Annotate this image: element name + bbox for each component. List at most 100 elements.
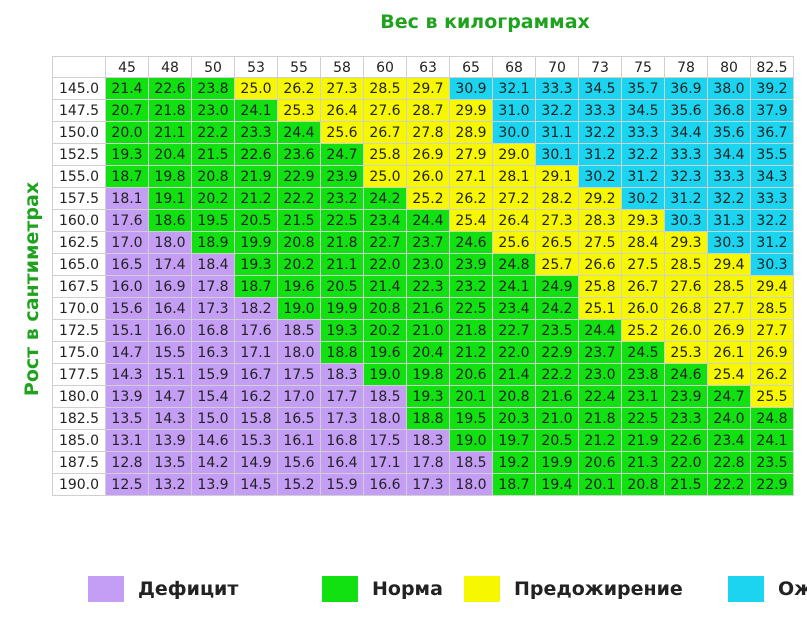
- bmi-cell: 15.9: [192, 364, 235, 386]
- bmi-cell: 16.9: [149, 276, 192, 298]
- height-header: 182.5: [52, 408, 106, 430]
- bmi-cell: 34.5: [579, 78, 622, 100]
- bmi-cell: 31.1: [536, 122, 579, 144]
- bmi-cell: 23.9: [321, 166, 364, 188]
- bmi-cell: 19.8: [149, 166, 192, 188]
- bmi-cell: 24.4: [278, 122, 321, 144]
- bmi-cell: 20.8: [192, 166, 235, 188]
- bmi-cell: 23.1: [622, 386, 665, 408]
- bmi-cell: 20.5: [536, 430, 579, 452]
- bmi-cell: 20.0: [106, 122, 149, 144]
- bmi-cell: 35.7: [622, 78, 665, 100]
- bmi-cell: 22.5: [450, 298, 493, 320]
- weight-header: 60: [364, 56, 407, 78]
- bmi-cell: 25.1: [579, 298, 622, 320]
- bmi-cell: 22.2: [192, 122, 235, 144]
- bmi-cell: 17.6: [106, 210, 149, 232]
- bmi-cell: 21.3: [622, 452, 665, 474]
- bmi-cell: 13.1: [106, 430, 149, 452]
- legend-swatch: [464, 576, 500, 602]
- bmi-cell: 25.8: [579, 276, 622, 298]
- bmi-cell: 25.0: [364, 166, 407, 188]
- bmi-cell: 15.1: [149, 364, 192, 386]
- bmi-cell: 31.0: [493, 100, 536, 122]
- bmi-cell: 26.1: [708, 342, 751, 364]
- bmi-cell: 34.3: [751, 166, 794, 188]
- bmi-cell: 28.7: [407, 100, 450, 122]
- bmi-cell: 20.6: [579, 452, 622, 474]
- bmi-cell: 25.0: [235, 78, 278, 100]
- bmi-cell: 31.3: [708, 210, 751, 232]
- bmi-cell: 22.5: [321, 210, 364, 232]
- bmi-cell: 19.0: [450, 430, 493, 452]
- weight-header: 80: [708, 56, 751, 78]
- bmi-cell: 13.5: [106, 408, 149, 430]
- bmi-cell: 17.8: [407, 452, 450, 474]
- height-header: 155.0: [52, 166, 106, 188]
- bmi-cell: 25.6: [493, 232, 536, 254]
- bmi-cell: 18.3: [407, 430, 450, 452]
- height-header: 162.5: [52, 232, 106, 254]
- bmi-cell: 26.8: [665, 298, 708, 320]
- bmi-cell: 26.6: [579, 254, 622, 276]
- bmi-cell: 25.4: [450, 210, 493, 232]
- bmi-cell: 20.6: [450, 364, 493, 386]
- height-header: 165.0: [52, 254, 106, 276]
- bmi-cell: 30.3: [708, 232, 751, 254]
- bmi-cell: 22.2: [708, 474, 751, 496]
- bmi-cell: 13.2: [149, 474, 192, 496]
- bmi-cell: 29.7: [407, 78, 450, 100]
- weight-header: 63: [407, 56, 450, 78]
- bmi-cell: 32.1: [493, 78, 536, 100]
- bmi-cell: 24.7: [321, 144, 364, 166]
- bmi-cell: 21.5: [665, 474, 708, 496]
- legend-label: Норма: [372, 578, 443, 600]
- bmi-cell: 33.3: [751, 188, 794, 210]
- bmi-cell: 30.3: [665, 210, 708, 232]
- bmi-cell: 13.9: [149, 430, 192, 452]
- bmi-cell: 21.4: [493, 364, 536, 386]
- bmi-cell: 23.5: [536, 320, 579, 342]
- bmi-cell: 16.0: [149, 320, 192, 342]
- bmi-cell: 32.2: [579, 122, 622, 144]
- bmi-cell: 26.0: [407, 166, 450, 188]
- bmi-cell: 21.6: [407, 298, 450, 320]
- bmi-cell: 18.1: [106, 188, 149, 210]
- bmi-cell: 15.6: [278, 452, 321, 474]
- height-header: 157.5: [52, 188, 106, 210]
- bmi-cell: 18.9: [192, 232, 235, 254]
- bmi-cell: 27.7: [751, 320, 794, 342]
- bmi-cell: 21.9: [622, 430, 665, 452]
- bmi-cell: 17.3: [192, 298, 235, 320]
- chart-title: Вес в килограммах: [380, 11, 590, 33]
- bmi-cell: 21.6: [536, 386, 579, 408]
- bmi-cell: 17.3: [407, 474, 450, 496]
- bmi-cell: 18.0: [149, 232, 192, 254]
- bmi-cell: 15.5: [149, 342, 192, 364]
- bmi-cell: 27.7: [708, 298, 751, 320]
- bmi-cell: 19.5: [192, 210, 235, 232]
- weight-header: 73: [579, 56, 622, 78]
- bmi-cell: 29.3: [622, 210, 665, 232]
- bmi-cell: 21.8: [450, 320, 493, 342]
- bmi-cell: 16.7: [235, 364, 278, 386]
- bmi-cell: 33.3: [708, 166, 751, 188]
- bmi-cell: 31.2: [751, 232, 794, 254]
- bmi-cell: 23.4: [493, 298, 536, 320]
- legend-swatch: [322, 576, 358, 602]
- bmi-cell: 20.8: [622, 474, 665, 496]
- bmi-cell: 17.7: [321, 386, 364, 408]
- bmi-cell: 22.4: [579, 386, 622, 408]
- bmi-cell: 30.3: [751, 254, 794, 276]
- bmi-cell: 17.4: [149, 254, 192, 276]
- weight-header: 55: [278, 56, 321, 78]
- bmi-cell: 23.0: [407, 254, 450, 276]
- height-header: 147.5: [52, 100, 106, 122]
- bmi-cell: 27.6: [364, 100, 407, 122]
- bmi-cell: 33.3: [622, 122, 665, 144]
- bmi-cell: 18.8: [407, 408, 450, 430]
- bmi-cell: 24.2: [364, 188, 407, 210]
- bmi-cell: 20.1: [450, 386, 493, 408]
- bmi-cell: 22.5: [622, 408, 665, 430]
- bmi-cell: 21.8: [321, 232, 364, 254]
